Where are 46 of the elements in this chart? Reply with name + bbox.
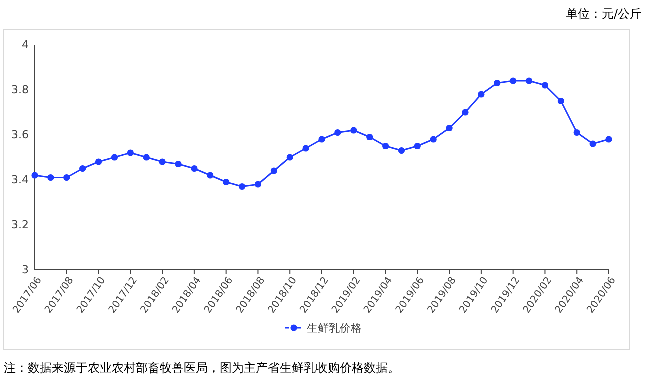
point [542,82,549,89]
point [64,174,70,182]
y-tick-label: 3.6 [12,128,29,142]
point [606,136,612,143]
point [414,142,421,150]
text: 注：数据来源于农业农村部畜牧兽医局，图为主产省生鲜乳收购价格数据。 [4,361,400,375]
point [270,168,278,174]
y-tick-label: 3.4 [12,174,29,186]
point [430,136,437,143]
point [223,178,230,186]
legend-label: 生鲜乳价格 [307,322,362,335]
point [191,165,198,172]
point [510,78,517,84]
point [302,145,310,152]
point [446,124,453,132]
point [127,150,134,156]
point [318,136,326,143]
point [398,147,406,154]
point [32,172,38,179]
point [558,98,564,105]
y-tick-label: 3.8 [12,84,29,96]
point [462,109,469,116]
point [286,154,294,161]
point [366,134,374,141]
point [574,129,580,136]
point [48,174,54,182]
point [382,142,390,150]
point [478,91,485,98]
point [143,154,150,161]
point [334,129,342,136]
point [80,165,86,172]
y-tick-label: 3 [22,264,29,276]
y-tick-label: 3.2 [12,218,29,232]
y-tick-label: 4 [22,38,29,52]
point [207,172,214,179]
chart-subtitle: 单位：元/公斤 [566,7,642,21]
point [590,140,596,148]
point [111,154,118,161]
point [159,158,166,166]
point [238,183,246,190]
point [175,160,182,168]
point [95,158,102,166]
point [254,181,262,188]
point [350,127,358,134]
point [526,78,533,84]
point [494,80,501,87]
